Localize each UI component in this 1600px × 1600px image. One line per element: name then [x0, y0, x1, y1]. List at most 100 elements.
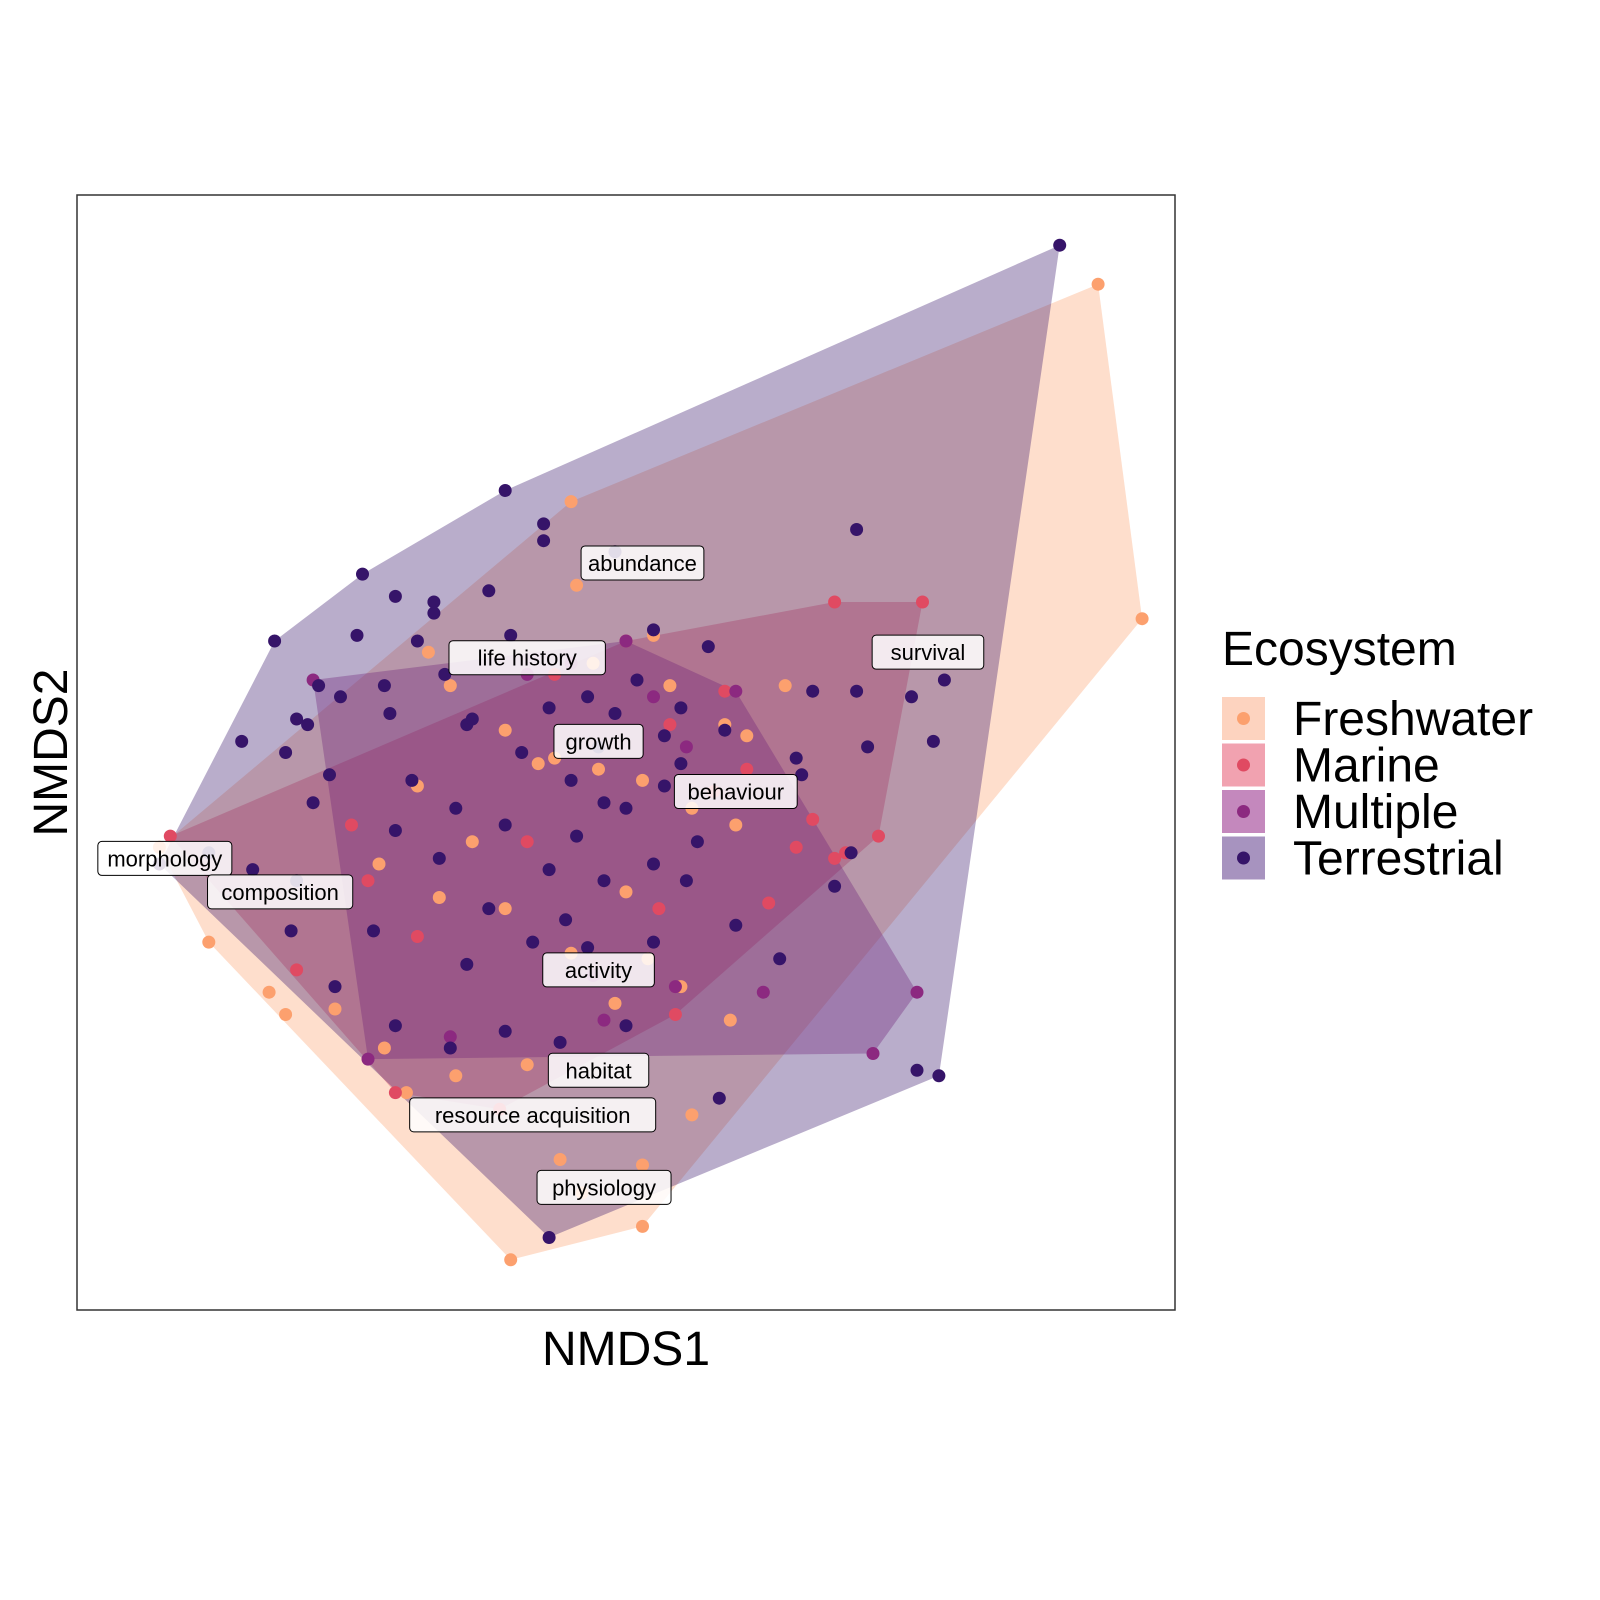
- point-terrestrial-28: [597, 874, 611, 888]
- legend-dot-multiple: [1237, 805, 1250, 818]
- point-terrestrial-31: [284, 924, 298, 938]
- point-terrestrial-16: [647, 623, 660, 637]
- point-terrestrial-82: [498, 484, 512, 497]
- legend-dot-terrestrial: [1237, 851, 1250, 865]
- point-terrestrial-20: [564, 773, 578, 787]
- point-terrestrial-70: [301, 718, 315, 732]
- trait-label-text-behaviour: behaviour: [687, 780, 784, 805]
- point-freshwater-27: [449, 1069, 463, 1083]
- trait-label-box-life-history: [448, 640, 606, 676]
- legend-label-freshwater: Freshwater: [1293, 693, 1533, 746]
- point-freshwater-13: [592, 762, 605, 776]
- point-terrestrial-55: [504, 628, 518, 642]
- trait-label-box-survival: [871, 634, 985, 670]
- point-multiple-9: [756, 985, 770, 999]
- trait-label-physiology: physiology: [536, 1169, 672, 1205]
- convex-hulls: [159, 245, 1143, 1260]
- legend-dot-marine: [1237, 758, 1250, 772]
- point-terrestrial-54: [438, 667, 452, 681]
- point-multiple-12: [361, 1052, 375, 1066]
- point-terrestrial-45: [926, 734, 940, 748]
- point-terrestrial-41: [795, 768, 809, 782]
- point-terrestrial-5: [850, 523, 864, 536]
- point-terrestrial-62: [679, 874, 693, 888]
- point-multiple-1: [619, 634, 633, 648]
- trait-label-behaviour: behaviour: [673, 774, 798, 810]
- point-marine-19: [668, 1008, 682, 1021]
- point-terrestrial-14: [482, 584, 496, 598]
- point-terrestrial-73: [367, 924, 380, 938]
- point-multiple-11: [668, 980, 682, 994]
- point-terrestrial-26: [498, 818, 512, 832]
- point-freshwater-10: [443, 679, 457, 693]
- point-terrestrial-7: [427, 595, 441, 609]
- point-freshwater-16: [729, 818, 743, 832]
- plot-panel-border: [76, 194, 1176, 1311]
- point-freshwater-18: [432, 891, 446, 904]
- point-terrestrial-48: [729, 918, 743, 932]
- point-terrestrial-60: [674, 701, 688, 715]
- point-freshwater-24: [262, 985, 276, 999]
- point-terrestrial-3: [542, 1231, 556, 1244]
- point-terrestrial-39: [559, 913, 573, 927]
- legend-dot-freshwater: [1237, 712, 1250, 725]
- hull-freshwater: [159, 284, 1143, 1260]
- point-marine-6: [290, 963, 304, 977]
- point-terrestrial-50: [246, 863, 260, 877]
- point-freshwater-25: [328, 1002, 342, 1016]
- trait-label-box-activity: [542, 952, 655, 988]
- point-terrestrial-49: [828, 879, 842, 893]
- point-terrestrial-42: [850, 684, 864, 698]
- point-marine-17: [388, 1086, 402, 1100]
- point-terrestrial-4: [910, 1063, 924, 1077]
- point-terrestrial-71: [405, 773, 419, 787]
- point-marine-12: [789, 840, 803, 854]
- point-terrestrial-58: [570, 829, 584, 843]
- trait-label-morphology: morphology: [97, 840, 233, 876]
- point-terrestrial-84: [657, 729, 671, 743]
- legend-item-marine: Marine: [1222, 740, 1440, 793]
- point-freshwater-34: [740, 729, 754, 743]
- trait-label-text-life-history: life history: [478, 646, 577, 671]
- point-terrestrial-36: [553, 1035, 567, 1049]
- point-marine-16: [410, 930, 424, 943]
- point-terrestrial-83: [630, 673, 644, 687]
- point-terrestrial-61: [657, 779, 671, 793]
- point-terrestrial-68: [323, 768, 336, 782]
- point-terrestrial-11: [306, 796, 320, 810]
- point-marine-13: [762, 896, 776, 910]
- trait-label-text-morphology: morphology: [107, 846, 222, 871]
- trait-label-composition: composition: [207, 874, 354, 910]
- point-freshwater-17: [372, 857, 386, 871]
- point-terrestrial-40: [460, 957, 474, 971]
- point-terrestrial-19: [515, 746, 529, 759]
- point-terrestrial-80: [806, 684, 820, 698]
- point-multiple-6: [443, 1030, 457, 1044]
- point-terrestrial-27: [542, 863, 556, 877]
- trait-label-box-abundance: [580, 545, 705, 581]
- point-terrestrial-56: [542, 701, 556, 715]
- point-terrestrial-34: [443, 1041, 457, 1055]
- point-freshwater-32: [685, 1108, 699, 1122]
- trait-label-box-behaviour: [673, 774, 798, 810]
- trait-label-text-composition: composition: [221, 880, 338, 905]
- point-terrestrial-85: [427, 606, 441, 620]
- trait-labels: abundance life history survival growth behav…: [97, 545, 985, 1205]
- point-freshwater-21: [608, 996, 622, 1010]
- point-terrestrial-0: [1053, 238, 1067, 252]
- point-terrestrial-79: [937, 673, 951, 687]
- point-marine-8: [663, 718, 677, 732]
- point-terrestrial-87: [932, 1069, 946, 1083]
- point-freshwater-40: [279, 1008, 293, 1021]
- point-terrestrial-63: [482, 902, 496, 916]
- point-freshwater-9: [421, 645, 435, 659]
- point-marine-1: [828, 595, 842, 609]
- trait-label-box-physiology: [536, 1169, 672, 1205]
- point-marine-7: [718, 684, 732, 698]
- trait-label-text-habitat: habitat: [566, 1058, 632, 1083]
- trait-label-text-activity: activity: [565, 958, 632, 983]
- point-marine-2: [916, 595, 929, 609]
- point-terrestrial-35: [498, 1024, 512, 1038]
- point-terrestrial-9: [334, 690, 347, 704]
